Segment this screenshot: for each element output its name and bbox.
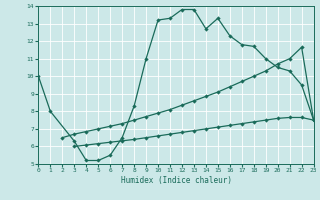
X-axis label: Humidex (Indice chaleur): Humidex (Indice chaleur) bbox=[121, 176, 231, 185]
